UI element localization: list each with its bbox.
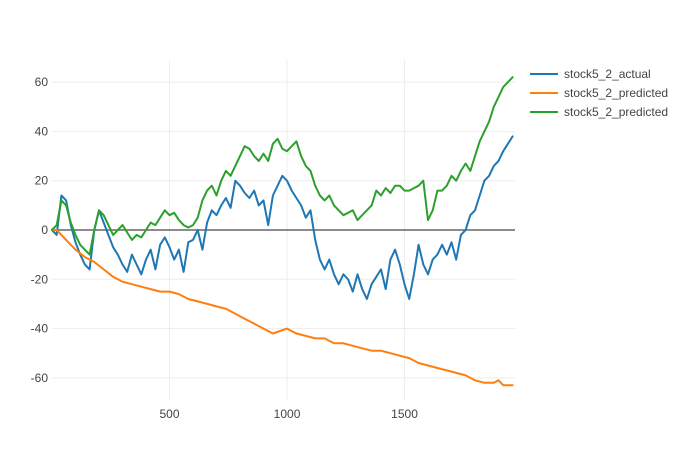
legend-label: stock5_2_predicted: [564, 86, 668, 100]
y-tick-label: -20: [31, 272, 49, 286]
series-line-1: [51, 229, 514, 387]
series-lines: [51, 76, 514, 387]
legend-label: stock5_2_predicted: [564, 105, 668, 119]
y-tick-label: 20: [35, 174, 49, 188]
axes: 500 1000 1500 -60 -40 -20 0 20 40 60: [31, 75, 419, 421]
legend-label: stock5_2_actual: [564, 67, 651, 81]
x-tick-label: 500: [159, 407, 179, 421]
legend-item-2[interactable]: stock5_2_predicted: [530, 105, 668, 119]
series-line-2: [51, 76, 514, 256]
y-tick-label: 0: [41, 223, 48, 237]
y-tick-label: 60: [35, 75, 49, 89]
legend-item-1[interactable]: stock5_2_predicted: [530, 86, 668, 100]
series-line-0: [51, 135, 514, 300]
legend-item-0[interactable]: stock5_2_actual: [530, 67, 651, 81]
y-tick-label: 40: [35, 124, 49, 138]
legend[interactable]: stock5_2_actual stock5_2_predicted stock5_…: [530, 67, 668, 119]
y-tick-label: -40: [31, 322, 49, 336]
x-tick-label: 1500: [391, 407, 418, 421]
x-tick-label: 1000: [274, 407, 301, 421]
y-tick-label: -60: [31, 371, 49, 385]
